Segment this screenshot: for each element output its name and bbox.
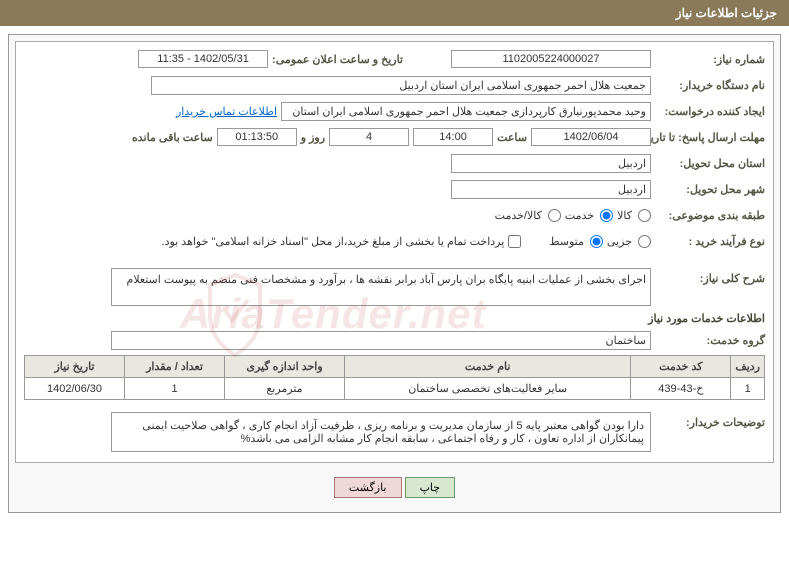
remaining-label: ساعت باقی مانده [132, 131, 213, 144]
row-deadline: مهلت ارسال پاسخ: تا تاریخ: 1402/06/04 سا… [24, 126, 765, 148]
table-row: 1 خ-43-439 سایر فعالیت‌های تخصصی ساختمان… [25, 378, 765, 400]
proc-medium-label: متوسط [549, 235, 584, 248]
buyer-org-field: جمعیت هلال احمر جمهوری اسلامی ایران استا… [151, 76, 651, 95]
th-unit: واحد اندازه گیری [225, 356, 345, 378]
cat-service-label: خدمت [565, 209, 594, 222]
time-label: ساعت [497, 131, 527, 144]
days-count-field: 4 [329, 128, 409, 146]
proc-partial-label: جزیی [607, 235, 632, 248]
service-group-label: گروه خدمت: [655, 334, 765, 347]
summary-label: شرح کلی نیاز: [655, 268, 765, 285]
row-category: طبقه بندی موضوعی: کالا خدمت کالا/خدمت [24, 204, 765, 226]
delivery-city-field: اردبیل [451, 180, 651, 199]
page-header: جزئیات اطلاعات نیاز [0, 0, 789, 26]
back-button[interactable]: بازگشت [334, 477, 402, 498]
td-unit: مترمربع [225, 378, 345, 400]
services-table: ردیف کد خدمت نام خدمت واحد اندازه گیری ت… [24, 355, 765, 400]
deadline-label: مهلت ارسال پاسخ: تا تاریخ: [655, 131, 765, 144]
need-number-label: شماره نیاز: [655, 53, 765, 66]
td-row: 1 [731, 378, 765, 400]
cat-service-radio[interactable] [600, 209, 613, 222]
cat-goods-label: کالا [617, 209, 632, 222]
row-buyer-org: نام دستگاه خریدار: جمعیت هلال احمر جمهور… [24, 74, 765, 96]
announce-field: 1402/05/31 - 11:35 [138, 50, 268, 68]
th-row: ردیف [731, 356, 765, 378]
th-qty: تعداد / مقدار [125, 356, 225, 378]
announce-label: تاریخ و ساعت اعلان عمومی: [272, 53, 403, 66]
process-label: نوع فرآیند خرید : [655, 235, 765, 248]
summary-text: اجرای بخشی از عملیات ابنیه پایگاه بران پ… [111, 268, 651, 306]
row-buyer-notes: توضیحات خریدار: دارا بودن گواهی معتبر پا… [24, 412, 765, 452]
delivery-province-label: استان محل تحویل: [655, 157, 765, 170]
buyer-org-label: نام دستگاه خریدار: [655, 79, 765, 92]
cat-both-radio[interactable] [548, 209, 561, 222]
requester-label: ایجاد کننده درخواست: [655, 105, 765, 118]
row-delivery-province: استان محل تحویل: اردبیل [24, 152, 765, 174]
payment-note: پرداخت تمام یا بخشی از مبلغ خرید،از محل … [162, 235, 505, 248]
cat-goods-radio[interactable] [638, 209, 651, 222]
service-group-field: ساختمان [111, 331, 651, 350]
button-row: چاپ بازگشت [15, 469, 774, 506]
deadline-date-field: 1402/06/04 [531, 128, 651, 146]
buyer-contact-link[interactable]: اطلاعات تماس خریدار [176, 105, 277, 118]
main-container: شماره نیاز: 1102005224000027 تاریخ و ساع… [8, 34, 781, 513]
delivery-province-field: اردبیل [451, 154, 651, 173]
days-label: روز و [301, 131, 325, 144]
td-qty: 1 [125, 378, 225, 400]
row-need-number: شماره نیاز: 1102005224000027 تاریخ و ساع… [24, 48, 765, 70]
proc-medium-radio[interactable] [590, 235, 603, 248]
category-label: طبقه بندی موضوعی: [655, 209, 765, 222]
form-section: شماره نیاز: 1102005224000027 تاریخ و ساع… [15, 41, 774, 463]
buyer-notes-label: توضیحات خریدار: [655, 412, 765, 429]
requester-field: وحید محمدپورنیارق کارپردازی جمعیت هلال ا… [281, 102, 651, 121]
need-number-field: 1102005224000027 [451, 50, 651, 68]
print-button[interactable]: چاپ [405, 477, 456, 498]
remaining-time-field: 01:13:50 [217, 128, 297, 146]
td-date: 1402/06/30 [25, 378, 125, 400]
page-title: جزئیات اطلاعات نیاز [676, 6, 777, 20]
row-delivery-city: شهر محل تحویل: اردبیل [24, 178, 765, 200]
th-date: تاریخ نیاز [25, 356, 125, 378]
td-code: خ-43-439 [631, 378, 731, 400]
row-requester: ایجاد کننده درخواست: وحید محمدپورنیارق ک… [24, 100, 765, 122]
cat-both-label: کالا/خدمت [495, 209, 542, 222]
buyer-notes-text: دارا بودن گواهی معتبر پایه 5 از سازمان م… [111, 412, 651, 452]
th-name: نام خدمت [345, 356, 631, 378]
services-section-title: اطلاعات خدمات مورد نیاز [24, 312, 765, 325]
row-summary: شرح کلی نیاز: اجرای بخشی از عملیات ابنیه… [24, 268, 765, 306]
td-name: سایر فعالیت‌های تخصصی ساختمان [345, 378, 631, 400]
payment-checkbox[interactable] [508, 235, 521, 248]
th-code: کد خدمت [631, 356, 731, 378]
deadline-time-field: 14:00 [413, 128, 493, 146]
row-process: نوع فرآیند خرید : جزیی متوسط پرداخت تمام… [24, 230, 765, 252]
delivery-city-label: شهر محل تحویل: [655, 183, 765, 196]
row-service-group: گروه خدمت: ساختمان [24, 329, 765, 351]
proc-partial-radio[interactable] [638, 235, 651, 248]
